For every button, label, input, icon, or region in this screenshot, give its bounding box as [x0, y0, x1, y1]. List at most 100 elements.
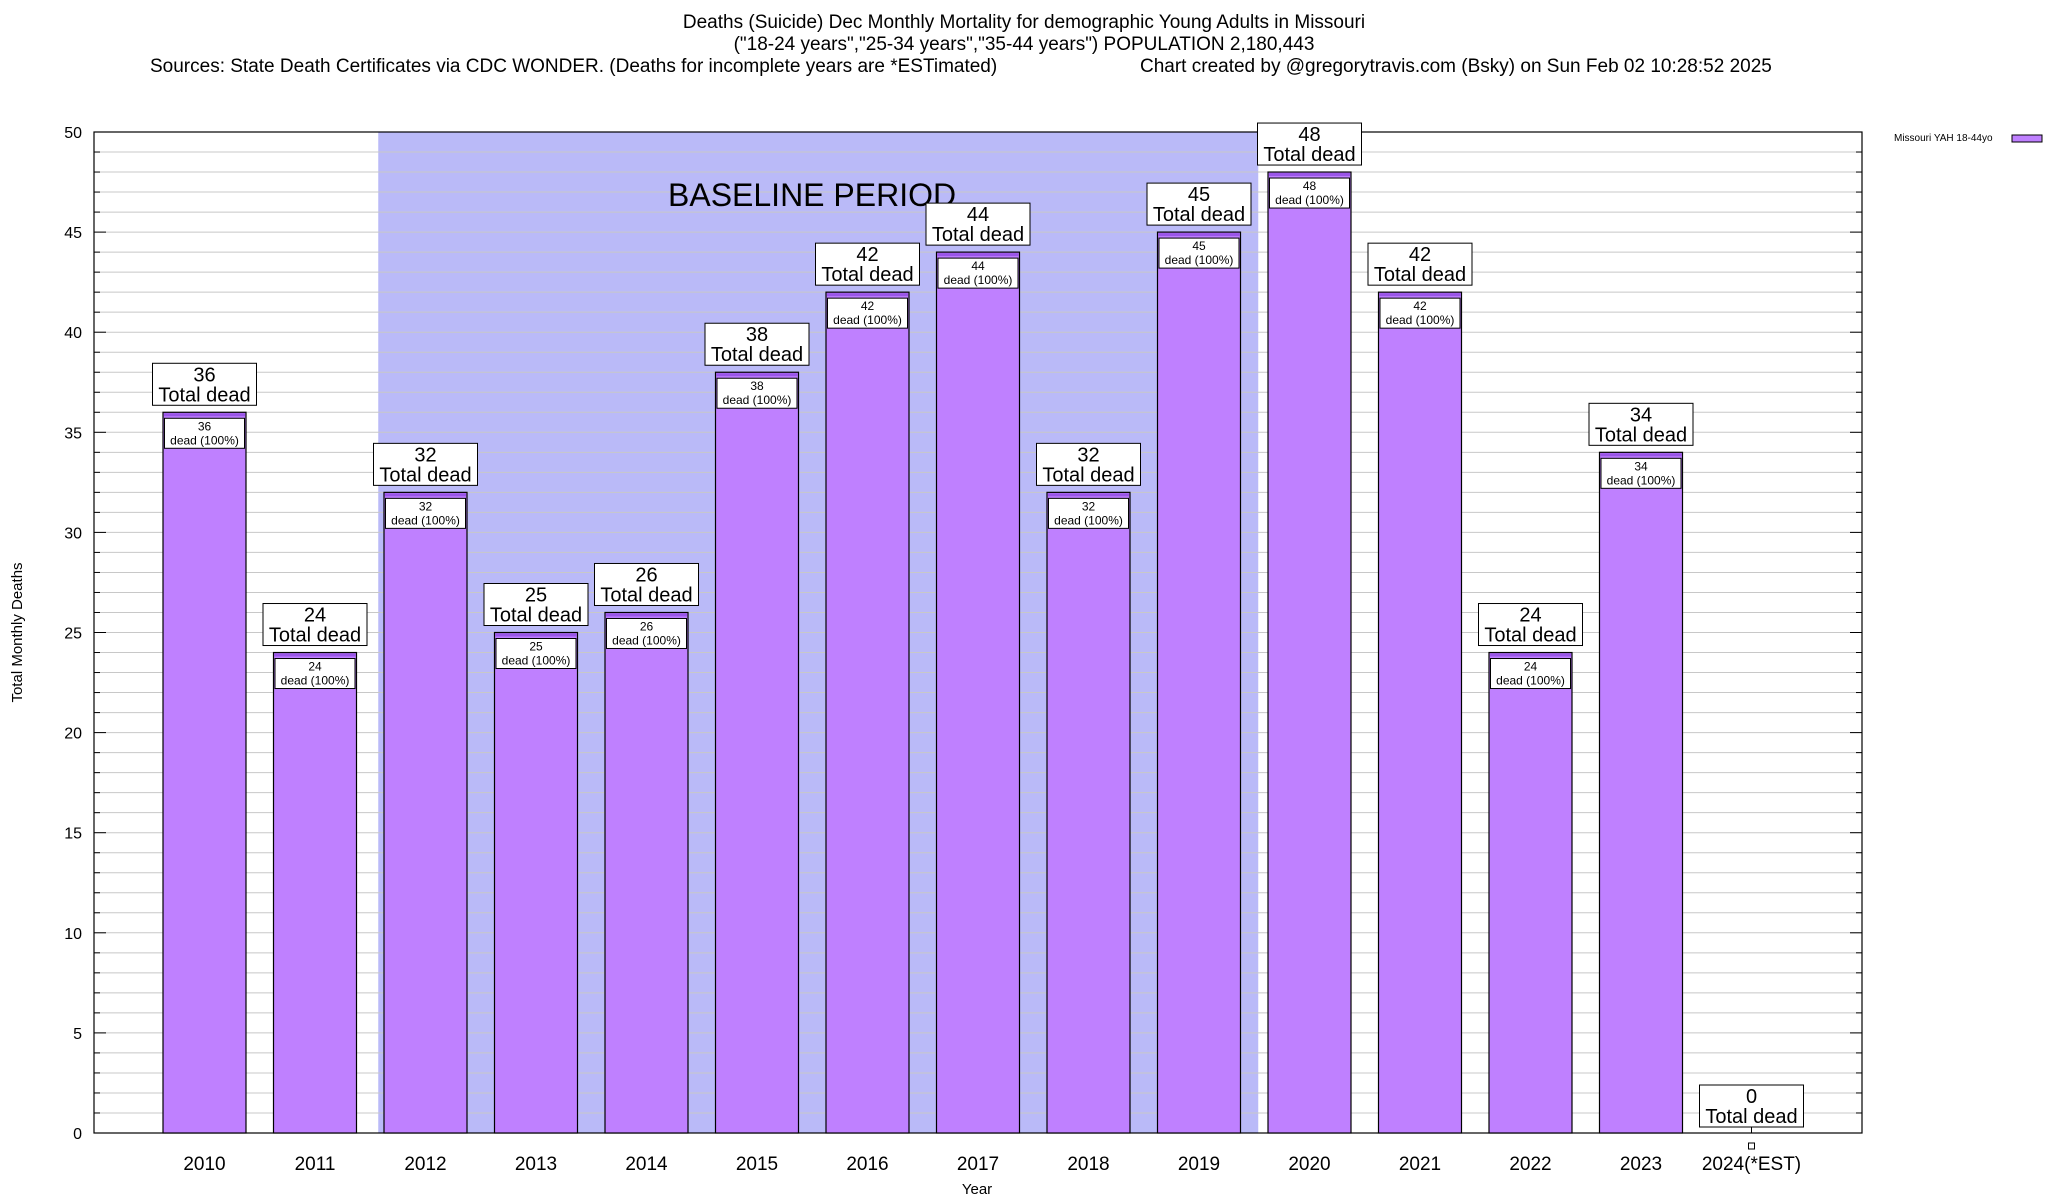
legend-swatch: [2011, 134, 2043, 143]
inner-label-value: 24: [308, 660, 322, 674]
bar-top-segment: [606, 613, 687, 617]
bar: [162, 411, 247, 1134]
chart-created-by: Chart created by @gregorytravis.com (Bsk…: [1140, 56, 1772, 77]
y-tick-label: 50: [64, 125, 82, 142]
bar: [825, 291, 910, 1134]
x-tick-label: 2015: [736, 1154, 778, 1175]
total-label-text: Total dead: [490, 605, 582, 627]
total-label-box: [594, 562, 699, 606]
x-tick-label: 2022: [1509, 1154, 1551, 1175]
bar-top-segment: [1158, 233, 1240, 237]
bar-top-segment: [1048, 493, 1129, 497]
inner-label-value: 26: [640, 619, 654, 633]
bar-top-segment: [827, 293, 908, 297]
x-tick-label: 2018: [1067, 1154, 1109, 1175]
total-label-value: 26: [635, 564, 657, 586]
inner-label-text: dead (100%): [833, 313, 902, 327]
x-tick-label: 2024(*EST): [1702, 1154, 1801, 1175]
total-label-text: Total dead: [821, 264, 913, 286]
inner-label-value: 32: [1082, 499, 1096, 513]
chart-title: Deaths (Suicide) Dec Monthly Mortality f…: [682, 12, 1366, 33]
total-label-text: Total dead: [600, 584, 692, 606]
x-tick-label: 2019: [1178, 1154, 1220, 1175]
bar-top-segment: [1490, 653, 1571, 657]
inner-label-text: dead (100%): [1275, 193, 1344, 207]
bar-top-segment: [495, 633, 577, 637]
inner-label-value: 32: [419, 499, 433, 513]
total-label-box: [925, 202, 1031, 246]
x-tick-label: 2014: [625, 1154, 668, 1175]
total-label-box: [1699, 1084, 1804, 1128]
inner-label-box: [274, 658, 356, 690]
y-tick-label: 30: [64, 525, 82, 542]
x-tick-label: 2013: [515, 1154, 557, 1175]
bar-top-segment: [716, 373, 798, 377]
bar: [1156, 231, 1242, 1134]
bar-top-segment: [1600, 453, 1682, 457]
total-label-text: Total dead: [269, 625, 361, 647]
inner-label-box: [606, 617, 687, 649]
x-tick-label: 2023: [1620, 1154, 1662, 1175]
total-label-value: 45: [1188, 184, 1210, 206]
total-label-box: [152, 362, 257, 406]
total-label-text: Total dead: [1374, 264, 1466, 286]
x-tick-label: 2016: [846, 1154, 888, 1175]
baseline-period-label: BASELINE PERIOD: [668, 177, 956, 213]
x-tick-label: 2012: [404, 1154, 446, 1175]
total-label-value: 48: [1298, 124, 1320, 146]
total-label-value: 24: [1519, 605, 1541, 627]
inner-label-value: 24: [1524, 660, 1538, 674]
inner-label-value: 38: [750, 379, 764, 393]
total-label-value: 24: [304, 605, 326, 627]
total-label-text: Total dead: [1263, 144, 1355, 166]
total-label-value: 32: [414, 444, 436, 466]
y-tick-label: 10: [64, 926, 82, 943]
total-label-box: [483, 583, 589, 626]
inner-label-box: [1600, 457, 1682, 489]
total-label-value: 42: [856, 244, 878, 266]
bar: [272, 651, 358, 1134]
total-label-value: 25: [525, 585, 547, 607]
inner-label-text: dead (100%): [391, 513, 460, 527]
bar-top-segment: [937, 253, 1019, 257]
y-tick-label: 35: [64, 425, 82, 442]
chart-subtitle: ("18-24 years","25-34 years","35-44 year…: [733, 34, 1315, 55]
inner-label-box: [1379, 297, 1461, 329]
bar: [935, 251, 1021, 1134]
total-label-text: Total dead: [711, 344, 803, 366]
x-tick-label: 2011: [295, 1154, 336, 1175]
bar: [1488, 651, 1573, 1134]
y-tick-label: 20: [64, 726, 82, 743]
inner-label-box: [1490, 658, 1571, 690]
x-tick-label: 2020: [1288, 1154, 1330, 1175]
bar-zero-marker: [1748, 1142, 1755, 1150]
inner-label-value: 44: [971, 259, 985, 273]
inner-label-text: dead (100%): [612, 633, 681, 647]
inner-label-text: dead (100%): [1165, 253, 1234, 267]
bar-top-segment: [164, 413, 245, 417]
inner-label-text: dead (100%): [502, 654, 571, 668]
inner-label-box: [716, 377, 798, 409]
inner-label-box: [1158, 237, 1240, 269]
total-label-text: Total dead: [1042, 464, 1134, 486]
bar-top-segment: [274, 653, 356, 657]
inner-label-value: 36: [198, 419, 212, 433]
bar: [1046, 491, 1131, 1134]
total-label-text: Total dead: [1484, 625, 1576, 647]
total-label-value: 42: [1409, 244, 1431, 266]
total-label-value: 0: [1746, 1086, 1757, 1108]
total-label-box: [1478, 603, 1583, 647]
total-label-text: Total dead: [1705, 1106, 1797, 1128]
inner-label-box: [495, 638, 577, 669]
total-label-box: [1146, 182, 1252, 226]
total-label-text: Total dead: [379, 464, 471, 486]
bar: [1598, 451, 1684, 1134]
legend-entry-label: Missouri YAH 18-44yo: [1894, 133, 1993, 144]
total-label-box: [1367, 242, 1473, 286]
legend: Missouri YAH 18-44yo: [1894, 133, 2043, 144]
total-label-box: [1588, 402, 1694, 446]
inner-label-box: [385, 497, 466, 529]
total-label-text: Total dead: [1595, 424, 1687, 446]
bar: [714, 371, 800, 1134]
inner-label-box: [1269, 177, 1350, 209]
